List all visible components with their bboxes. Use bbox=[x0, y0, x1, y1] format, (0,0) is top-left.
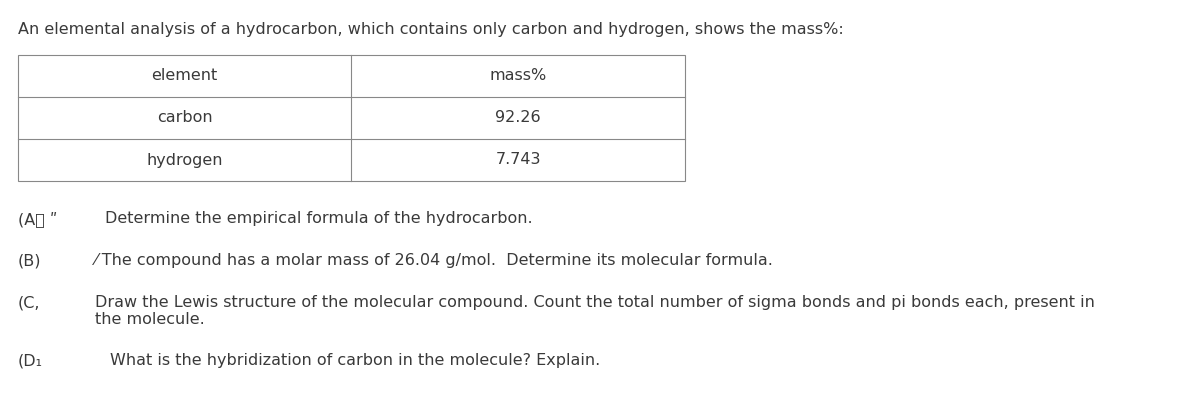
Text: (B): (B) bbox=[18, 253, 42, 268]
Text: mass%: mass% bbox=[490, 69, 547, 83]
Text: (A⦳ ʺ: (A⦳ ʺ bbox=[18, 211, 58, 227]
Bar bbox=[18, 55, 685, 181]
Text: 7.743: 7.743 bbox=[496, 152, 541, 168]
Text: (D₁: (D₁ bbox=[18, 353, 43, 368]
Text: Draw the Lewis structure of the molecular compound. Count the total number of si: Draw the Lewis structure of the molecula… bbox=[95, 295, 1094, 328]
Text: 92.26: 92.26 bbox=[496, 111, 541, 125]
Text: (C,: (C, bbox=[18, 295, 41, 310]
Text: An elemental analysis of a hydrocarbon, which contains only carbon and hydrogen,: An elemental analysis of a hydrocarbon, … bbox=[18, 22, 844, 37]
Text: Determine the empirical formula of the hydrocarbon.: Determine the empirical formula of the h… bbox=[106, 211, 533, 226]
Text: What is the hybridization of carbon in the molecule? Explain.: What is the hybridization of carbon in t… bbox=[110, 353, 600, 368]
Text: ⁄ The compound has a molar mass of 26.04 g/mol.  Determine its molecular formula: ⁄ The compound has a molar mass of 26.04… bbox=[95, 253, 774, 268]
Text: element: element bbox=[151, 69, 218, 83]
Text: carbon: carbon bbox=[157, 111, 212, 125]
Text: hydrogen: hydrogen bbox=[146, 152, 223, 168]
